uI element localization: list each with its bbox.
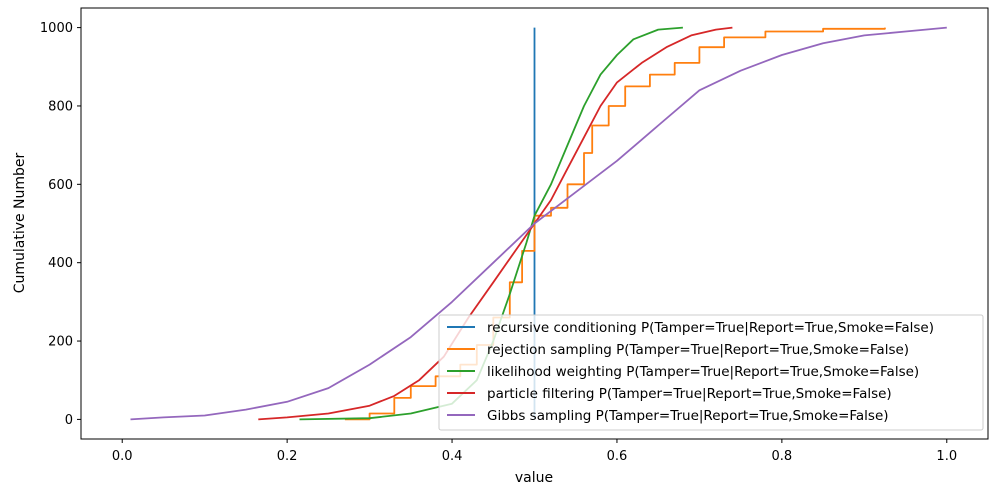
y-axis-label: Cumulative Number [12, 152, 28, 293]
y-tick-label: 0 [65, 413, 73, 428]
y-tick-label: 1000 [40, 21, 73, 36]
y-tick-label: 200 [48, 335, 73, 350]
y-tick-label: 400 [48, 256, 73, 271]
x-tick-label: 0.6 [607, 449, 628, 464]
x-tick-label: 0.2 [277, 449, 298, 464]
series-line-2 [344, 27, 886, 421]
y-axis: 0 200 400 600 800 1000 [40, 21, 81, 428]
x-tick-label: 1.0 [936, 449, 957, 464]
series-line-3 [299, 26, 683, 421]
legend-box [438, 314, 984, 431]
legend-label-3: likelihood weighting P(Tamper=True|Repor… [487, 364, 919, 380]
plot-frame [80, 7, 989, 440]
legend-label-4: particle filtering P(Tamper=True|Report=… [487, 386, 892, 402]
x-axis-label: value [515, 470, 553, 485]
legend-label-2: rejection sampling P(Tamper=True|Report=… [487, 342, 909, 358]
series-line-5 [130, 26, 947, 421]
y-tick-label: 800 [48, 99, 73, 114]
x-axis: 0.0 0.2 0.4 0.6 0.8 1.0 [112, 439, 957, 464]
x-tick-label: 0.0 [112, 449, 133, 464]
x-tick-label: 0.4 [442, 449, 463, 464]
legend-label-5: Gibbs sampling P(Tamper=True|Report=True… [487, 408, 889, 424]
legend-label-1: recursive conditioning P(Tamper=True|Rep… [487, 320, 934, 336]
plot-area [130, 26, 947, 421]
y-tick-label: 600 [48, 178, 73, 193]
x-tick-label: 0.8 [772, 449, 793, 464]
legend: recursive conditioning P(Tamper=True|Rep… [438, 314, 984, 431]
